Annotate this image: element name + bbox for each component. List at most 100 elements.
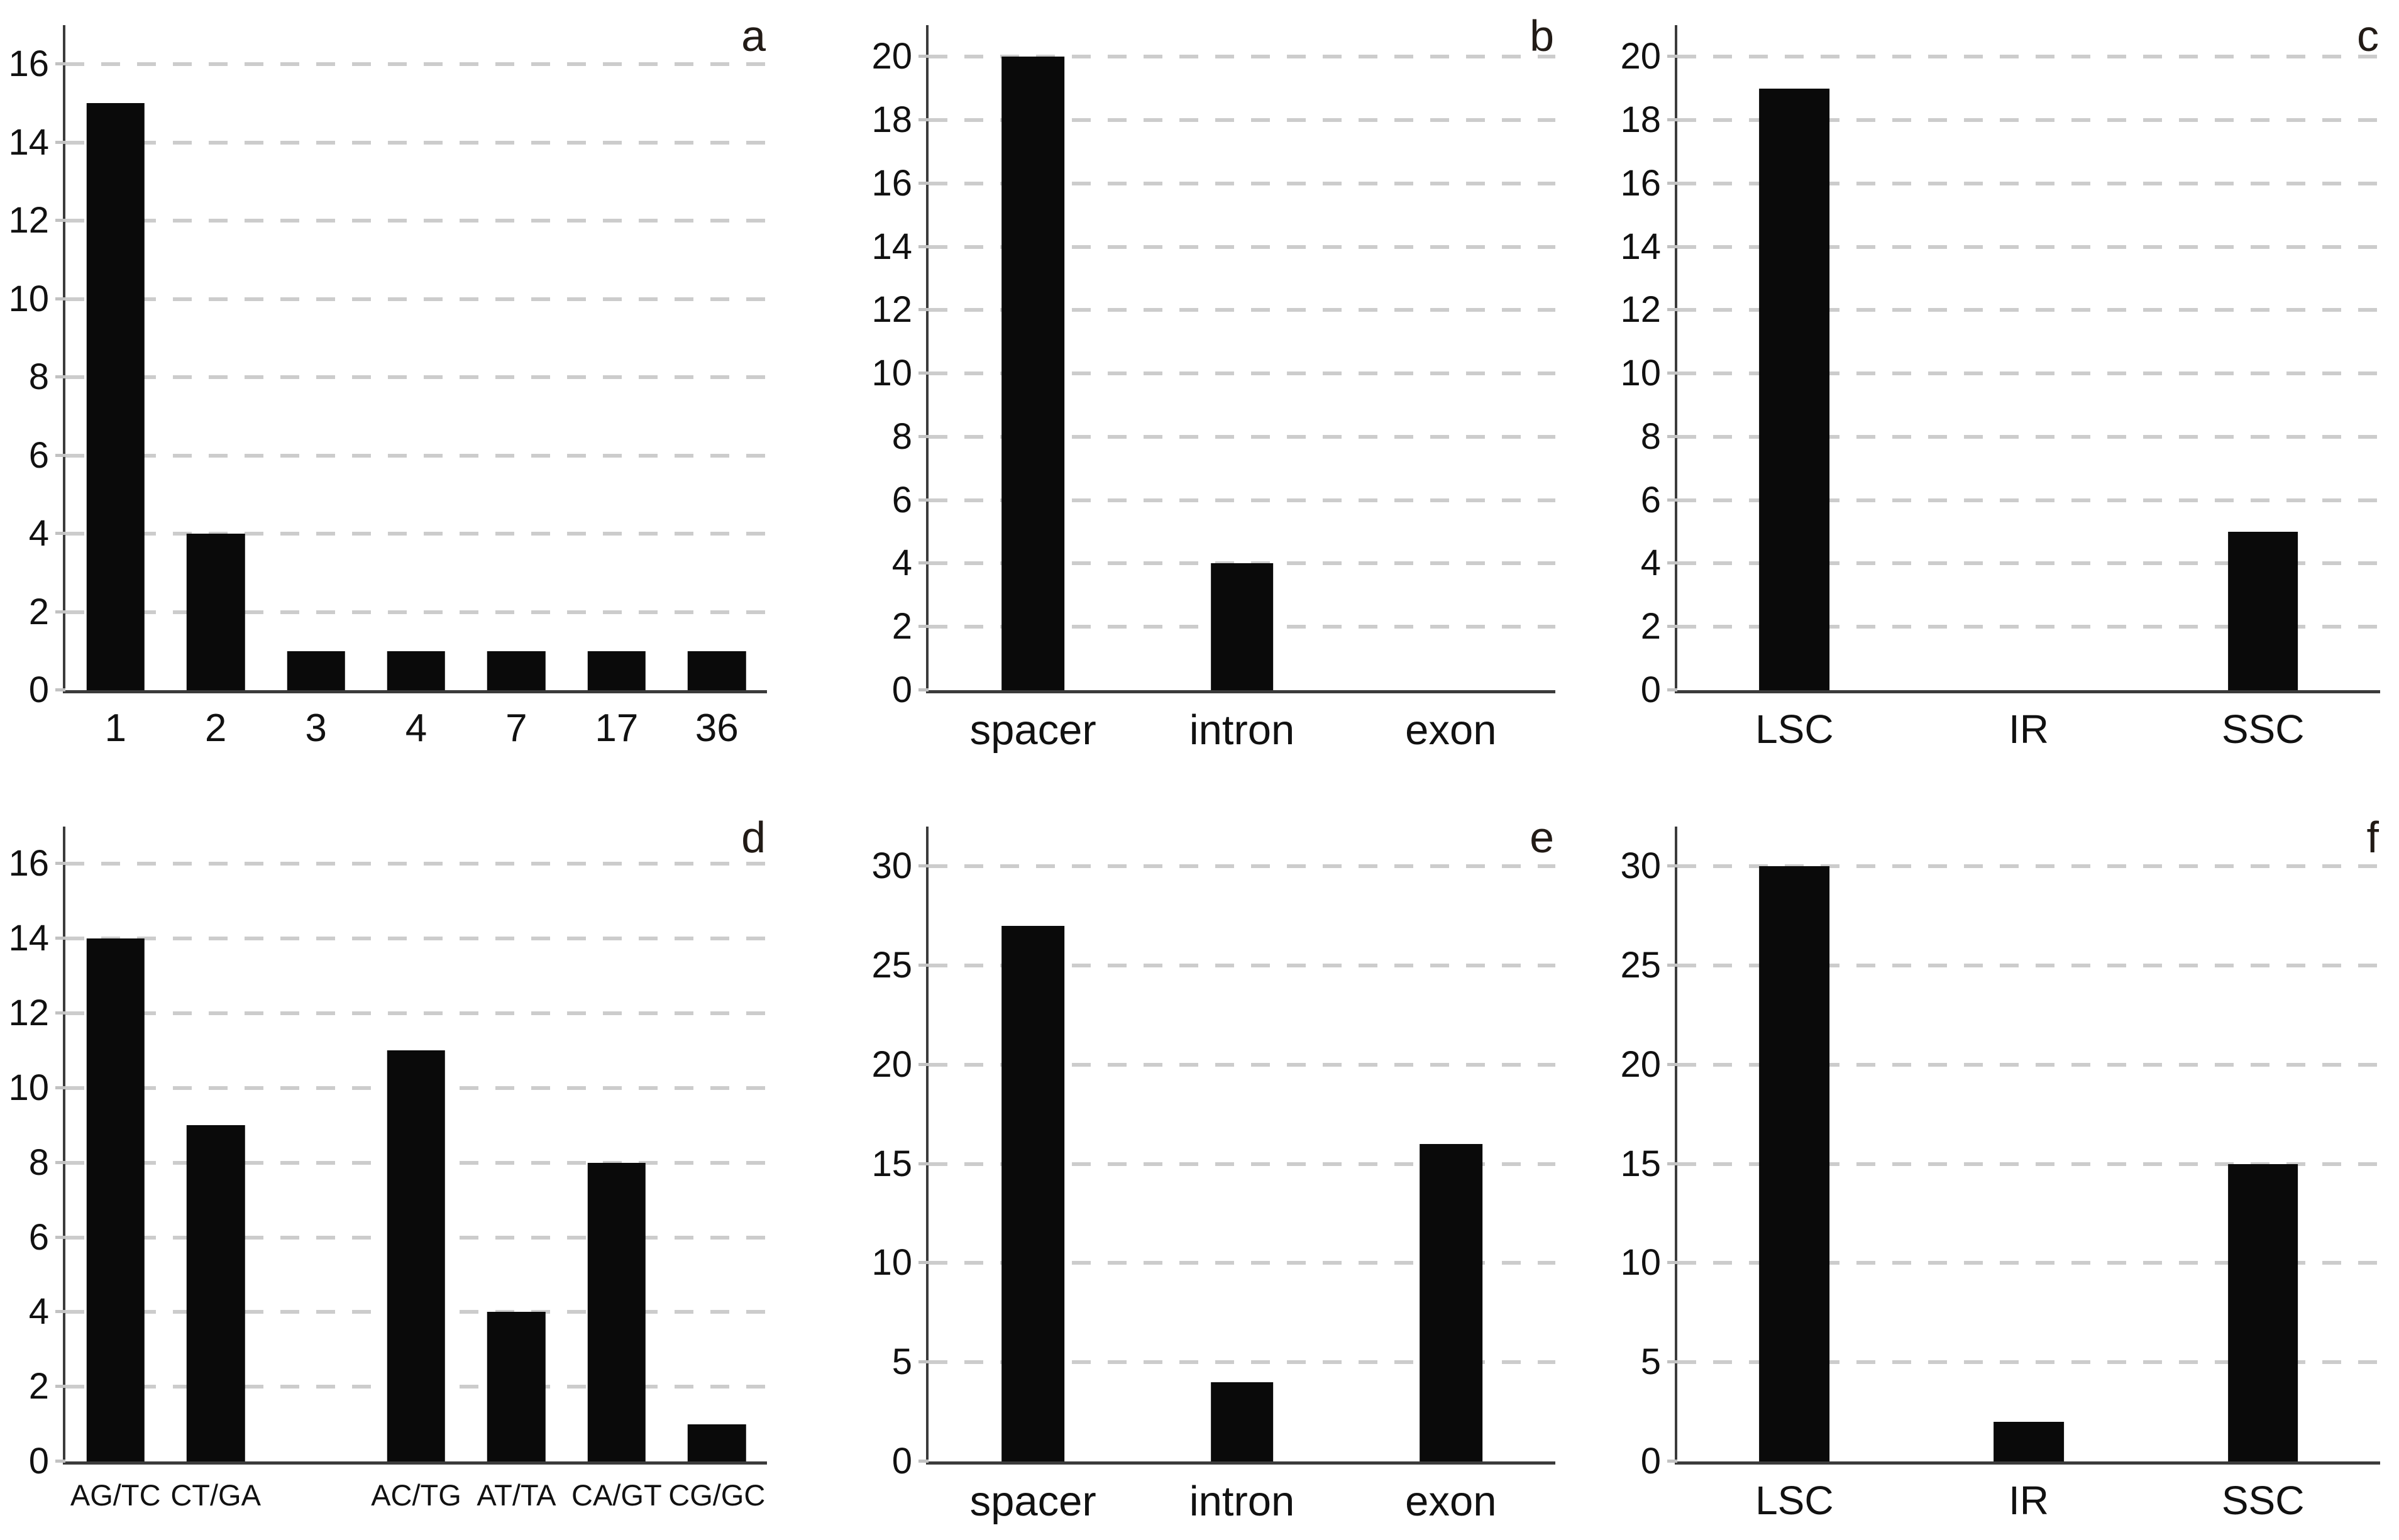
gridline-y18 — [929, 118, 1555, 123]
y-tick-label: 10 — [1620, 1242, 1661, 1284]
gridline-y25 — [1677, 963, 2380, 967]
y-tick-4 — [55, 532, 65, 536]
gridline-y5 — [1677, 1360, 2380, 1365]
plot-f: f 0 5 10 15 20 25 30 LSC IR SSC — [1620, 815, 2380, 1521]
y-tick-label: 6 — [28, 434, 49, 476]
y-tick-15 — [918, 1162, 929, 1165]
x-category-label: spacer — [969, 707, 1096, 754]
x-category-label: CT/GA — [170, 1478, 261, 1512]
x-category-label: spacer — [969, 1478, 1096, 1525]
y-tick-4 — [55, 1310, 65, 1314]
y-tick-label: 14 — [871, 226, 912, 267]
y-tick-label: 20 — [1620, 1043, 1661, 1085]
gridline-y14 — [65, 140, 767, 145]
gridline-y12 — [1677, 308, 2380, 312]
x-category-label: intron — [1189, 1478, 1295, 1525]
y-tick-16 — [918, 181, 929, 185]
y-tick-label: 10 — [8, 1067, 49, 1108]
y-tick-label: 25 — [1620, 944, 1661, 986]
panel-letter-c: c — [2357, 11, 2379, 60]
gridline-y30 — [1677, 864, 2380, 869]
gridline-y16 — [929, 181, 1555, 185]
gridline-y2 — [65, 610, 767, 614]
bar-CG/GC — [688, 1424, 746, 1461]
gridline-y25 — [929, 963, 1555, 967]
bar-spacer — [1001, 925, 1064, 1461]
y-tick-label: 6 — [1640, 479, 1661, 520]
gridline-y20 — [1677, 1062, 2380, 1067]
y-tick-0 — [918, 1460, 929, 1463]
x-category-label: 4 — [405, 707, 427, 750]
x-category-label: LSC — [1755, 1478, 1834, 1523]
y-tick-10 — [918, 1261, 929, 1265]
gridline-y12 — [929, 308, 1555, 312]
y-tick-25 — [918, 963, 929, 967]
y-tick-label: 16 — [871, 162, 912, 204]
gridline-y10 — [929, 1261, 1555, 1265]
y-tick-12 — [55, 219, 65, 223]
y-tick-2 — [918, 625, 929, 629]
y-tick-label: 12 — [871, 289, 912, 331]
y-tick-label: 5 — [1640, 1341, 1661, 1383]
bar-AT/TA — [487, 1312, 546, 1461]
y-tick-6 — [55, 1235, 65, 1239]
gridline-y6 — [1677, 498, 2380, 502]
gridline-y10 — [65, 297, 767, 301]
gridline-y10 — [1677, 371, 2380, 376]
gridline-y4 — [65, 532, 767, 536]
y-tick-label: 14 — [8, 121, 49, 163]
bar-LSC — [1759, 866, 1830, 1461]
y-tick-label: 2 — [1640, 606, 1661, 647]
y-tick-8 — [55, 1160, 65, 1164]
gridline-y5 — [929, 1360, 1555, 1365]
gridline-y18 — [1677, 118, 2380, 123]
plot-a: a 0 2 4 6 8 10 12 14 16 1 2 3 4 7 17 36 — [8, 14, 767, 748]
y-tick-2 — [55, 610, 65, 613]
y-tick-label: 0 — [891, 1441, 912, 1482]
y-tick-10 — [55, 1086, 65, 1089]
x-category-label: CA/GT — [571, 1478, 662, 1512]
y-tick-2 — [55, 1385, 65, 1389]
panel-letter-f: f — [2366, 813, 2379, 862]
bar-AC/TG — [387, 1050, 446, 1461]
y-tick-0 — [1667, 1460, 1677, 1463]
gridline-y15 — [929, 1162, 1555, 1166]
bar-AG/TC — [86, 938, 145, 1461]
plot-b: b 0 2 4 6 8 10 12 14 16 18 20 spacer intron exon — [871, 14, 1555, 751]
y-tick-label: 30 — [1620, 845, 1661, 887]
panel-e: e 0 5 10 15 20 25 30 spacer intron exon — [800, 770, 1599, 1540]
gridline-y14 — [65, 937, 767, 941]
gridline-y8 — [1677, 434, 2380, 439]
y-tick-label: 12 — [8, 993, 49, 1034]
y-tick-14 — [918, 245, 929, 248]
x-category-label: SSC — [2221, 1478, 2305, 1523]
panel-letter-b: b — [1530, 11, 1554, 60]
panel-d: d 0 2 4 6 8 10 12 14 16 AG/TC CT/GA AC/TG AT/TA CA/GT C… — [0, 770, 800, 1540]
y-tick-label: 2 — [28, 591, 49, 632]
bar-IR — [1994, 1421, 2064, 1461]
y-tick-label: 15 — [871, 1143, 912, 1184]
y-tick-label: 20 — [871, 1043, 912, 1085]
y-tick-10 — [918, 371, 929, 375]
panel-a: a 0 2 4 6 8 10 12 14 16 1 2 3 4 7 17 36 — [0, 0, 800, 770]
x-category-label: IR — [2009, 707, 2049, 752]
panel-letter-e: e — [1530, 813, 1554, 862]
y-tick-5 — [918, 1360, 929, 1364]
y-tick-label: 10 — [871, 353, 912, 394]
y-tick-20 — [918, 55, 929, 58]
y-tick-14 — [55, 937, 65, 940]
panel-f: f 0 5 10 15 20 25 30 LSC IR SSC — [1599, 770, 2399, 1540]
y-tick-5 — [1667, 1360, 1677, 1364]
y-tick-label: 10 — [8, 278, 49, 319]
panel-c: c 0 2 4 6 8 10 12 14 16 18 20 LSC IR SSC — [1599, 0, 2399, 770]
gridline-y20 — [1677, 55, 2380, 59]
gridline-y4 — [1677, 561, 2380, 566]
bar-36 — [688, 651, 746, 690]
x-category-label: AT/TA — [477, 1478, 556, 1512]
x-category-label: 1 — [104, 707, 126, 750]
y-tick-label: 0 — [28, 669, 49, 710]
y-tick-label: 8 — [891, 415, 912, 457]
bar-SSC — [2227, 532, 2298, 690]
y-tick-label: 8 — [28, 356, 49, 398]
